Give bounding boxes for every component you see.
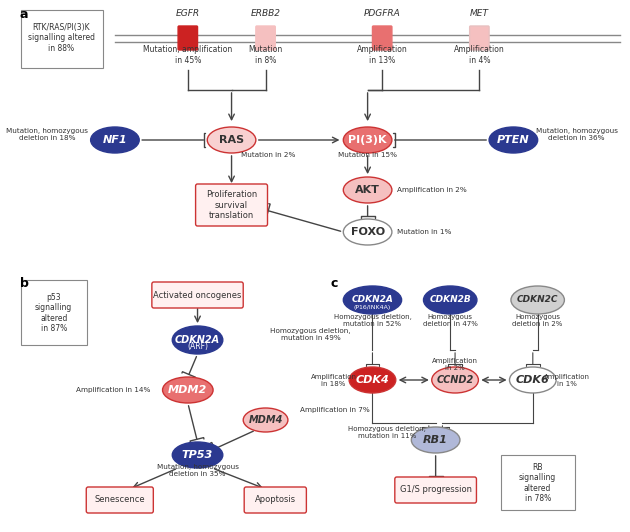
Ellipse shape [343, 286, 401, 314]
Text: MET: MET [470, 10, 489, 19]
Ellipse shape [343, 219, 392, 245]
Ellipse shape [343, 177, 392, 203]
Text: CDKN2B: CDKN2B [429, 295, 471, 304]
Text: Mutation in 1%: Mutation in 1% [397, 229, 451, 235]
FancyBboxPatch shape [178, 26, 198, 50]
Text: (P16/INK4A): (P16/INK4A) [354, 305, 391, 311]
Text: Senescence: Senescence [94, 495, 145, 504]
Text: CDK6: CDK6 [516, 375, 550, 385]
Text: Amplification in 14%: Amplification in 14% [76, 387, 151, 393]
Text: Mutation, homozygous
deletion in 36%: Mutation, homozygous deletion in 36% [536, 129, 617, 142]
Text: Mutation in 2%: Mutation in 2% [241, 152, 295, 158]
Ellipse shape [243, 408, 288, 432]
Text: Amplification
in 2%: Amplification in 2% [432, 359, 478, 371]
Text: RB1: RB1 [423, 435, 448, 445]
Ellipse shape [172, 326, 223, 354]
Text: MDM4: MDM4 [248, 415, 283, 425]
Ellipse shape [163, 377, 213, 403]
FancyBboxPatch shape [152, 282, 243, 308]
Ellipse shape [343, 127, 392, 153]
Text: ERBB2: ERBB2 [251, 10, 280, 19]
Text: Apoptosis: Apoptosis [255, 495, 296, 504]
Text: CDK4: CDK4 [355, 375, 389, 385]
Ellipse shape [423, 286, 477, 314]
Ellipse shape [432, 367, 478, 393]
Text: p53
signalling
altered
in 87%: p53 signalling altered in 87% [35, 293, 72, 333]
Text: c: c [331, 277, 338, 290]
Text: CCND2: CCND2 [437, 375, 474, 385]
Text: Mutation, homozygous
deletion in 35%: Mutation, homozygous deletion in 35% [156, 463, 239, 477]
Text: RAS: RAS [219, 135, 244, 145]
Text: AKT: AKT [355, 185, 380, 195]
Text: FOXO: FOXO [350, 227, 385, 237]
FancyBboxPatch shape [501, 455, 575, 510]
Text: TP53: TP53 [182, 450, 213, 460]
Text: Amplification
in 18%: Amplification in 18% [311, 373, 357, 387]
FancyBboxPatch shape [195, 184, 268, 226]
Text: Proliferation
survival
translation: Proliferation survival translation [206, 190, 257, 220]
Text: Amplification
in 4%: Amplification in 4% [454, 45, 505, 65]
Text: CDKN2A: CDKN2A [175, 335, 220, 345]
Text: Amplification
in 13%: Amplification in 13% [357, 45, 408, 65]
FancyBboxPatch shape [372, 26, 392, 50]
Text: Mutation, amplification
in 45%: Mutation, amplification in 45% [143, 45, 232, 65]
Text: RB
signalling
altered
in 78%: RB signalling altered in 78% [519, 463, 556, 503]
Text: PI(3)K: PI(3)K [348, 135, 387, 145]
Ellipse shape [511, 286, 564, 314]
Text: PTEN: PTEN [497, 135, 530, 145]
Text: Amplification in 2%: Amplification in 2% [397, 187, 466, 193]
FancyBboxPatch shape [21, 280, 87, 345]
FancyBboxPatch shape [21, 10, 103, 68]
Text: Homozygous
deletion in 2%: Homozygous deletion in 2% [512, 313, 563, 327]
Text: Homozygous deletion,
mutation in 11%: Homozygous deletion, mutation in 11% [348, 427, 426, 439]
Text: EGFR: EGFR [176, 10, 200, 19]
Text: CDKN2A: CDKN2A [352, 295, 393, 304]
Ellipse shape [411, 427, 460, 453]
Ellipse shape [172, 442, 223, 468]
FancyBboxPatch shape [244, 487, 306, 513]
Text: Activated oncogenes: Activated oncogenes [153, 290, 242, 300]
Text: RTK/RAS/PI(3)K
signalling altered
in 88%: RTK/RAS/PI(3)K signalling altered in 88% [28, 23, 95, 53]
Text: PDGFRA: PDGFRA [364, 10, 401, 19]
FancyBboxPatch shape [469, 26, 489, 50]
Text: G1/S progression: G1/S progression [399, 486, 472, 495]
Text: MDM2: MDM2 [168, 385, 207, 395]
Text: Amplification in 7%: Amplification in 7% [300, 407, 369, 413]
Ellipse shape [207, 127, 256, 153]
Text: Mutation
in 8%: Mutation in 8% [248, 45, 283, 65]
FancyBboxPatch shape [86, 487, 153, 513]
Text: a: a [20, 8, 28, 21]
Ellipse shape [489, 127, 537, 153]
Text: Mutation in 15%: Mutation in 15% [338, 152, 397, 158]
FancyBboxPatch shape [256, 26, 275, 50]
Text: Homozygous deletion,
mutation in 49%: Homozygous deletion, mutation in 49% [270, 328, 351, 342]
Text: NF1: NF1 [103, 135, 127, 145]
Ellipse shape [349, 367, 396, 393]
Ellipse shape [91, 127, 139, 153]
Text: CDKN2C: CDKN2C [517, 295, 558, 304]
Text: b: b [20, 277, 28, 290]
Ellipse shape [510, 367, 556, 393]
Text: Mutation, homozygous
deletion in 18%: Mutation, homozygous deletion in 18% [6, 129, 88, 142]
Text: (ARF): (ARF) [187, 343, 208, 352]
FancyBboxPatch shape [395, 477, 476, 503]
Text: Homozygous
deletion in 47%: Homozygous deletion in 47% [423, 313, 478, 327]
Text: Amplification
in 1%: Amplification in 1% [544, 373, 590, 387]
Text: Homozygous deletion,
mutation in 52%: Homozygous deletion, mutation in 52% [333, 313, 411, 327]
